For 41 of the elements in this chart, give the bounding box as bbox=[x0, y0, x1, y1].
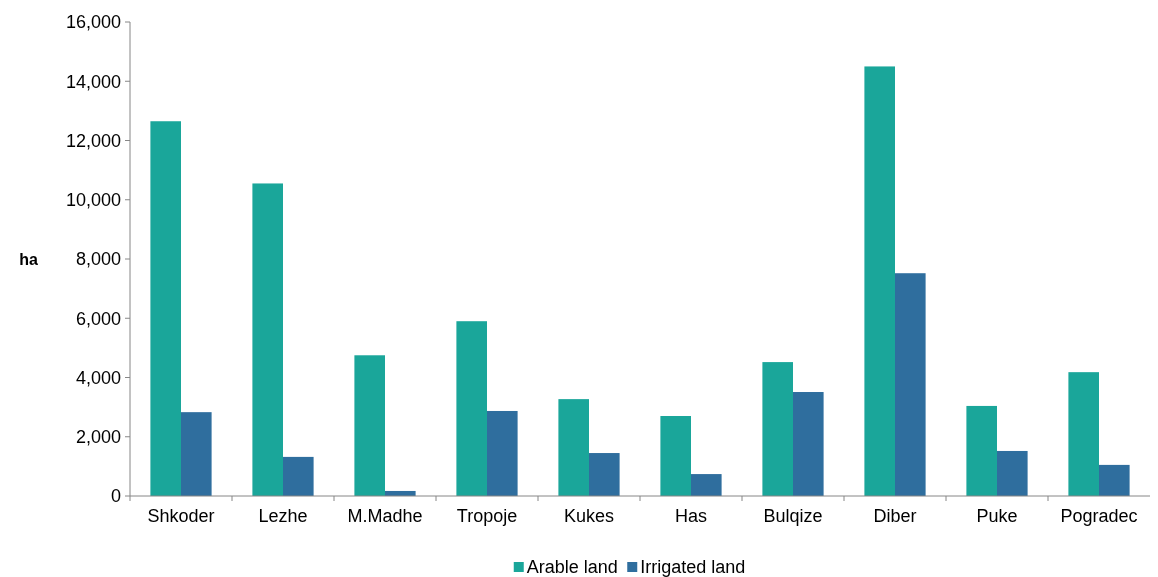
y-tick-label: 8,000 bbox=[75, 249, 121, 270]
bar bbox=[793, 392, 824, 496]
bar bbox=[558, 399, 589, 496]
x-tick-label: Kukes bbox=[563, 506, 615, 526]
legend-label: Arable land bbox=[526, 557, 618, 577]
y-tick-label: 0 bbox=[110, 486, 121, 507]
y-tick-label: 2,000 bbox=[75, 427, 121, 448]
bar bbox=[589, 453, 620, 496]
bar bbox=[181, 412, 212, 496]
bar bbox=[864, 66, 895, 496]
bar bbox=[354, 355, 385, 496]
x-tick-label: Bulqize bbox=[763, 506, 823, 526]
bar bbox=[1068, 372, 1099, 496]
bar bbox=[691, 474, 722, 496]
bar bbox=[997, 450, 1028, 496]
bar bbox=[252, 183, 283, 496]
bar bbox=[487, 410, 518, 496]
x-tick-label: Puke bbox=[976, 506, 1018, 526]
y-tick-label: 12,000 bbox=[65, 130, 121, 151]
x-tick-label: Pogradec bbox=[1060, 506, 1138, 526]
x-tick-label: M.Madhe bbox=[347, 506, 423, 526]
legend-label: Irrigated land bbox=[640, 557, 746, 577]
x-tick-label: Has bbox=[674, 506, 708, 526]
x-tick-label: Diber bbox=[873, 506, 917, 526]
bar bbox=[1099, 464, 1130, 496]
y-tick-label: 14,000 bbox=[65, 71, 121, 92]
bar bbox=[456, 321, 487, 496]
x-tick-label: Tropoje bbox=[456, 506, 518, 526]
y-tick-label: 16,000 bbox=[65, 12, 121, 33]
bar bbox=[762, 362, 793, 496]
bar bbox=[660, 416, 691, 496]
y-tick-label: 4,000 bbox=[75, 367, 121, 388]
x-tick-label: Lezhe bbox=[258, 506, 308, 526]
y-tick-label: 6,000 bbox=[75, 308, 121, 329]
y-tick-label: 10,000 bbox=[65, 190, 121, 211]
x-tick-label: Shkoder bbox=[147, 506, 215, 526]
bar bbox=[895, 273, 926, 496]
bar bbox=[966, 405, 997, 496]
bar bbox=[150, 121, 181, 496]
y-axis-title: ha bbox=[19, 250, 39, 268]
bar bbox=[283, 456, 314, 496]
